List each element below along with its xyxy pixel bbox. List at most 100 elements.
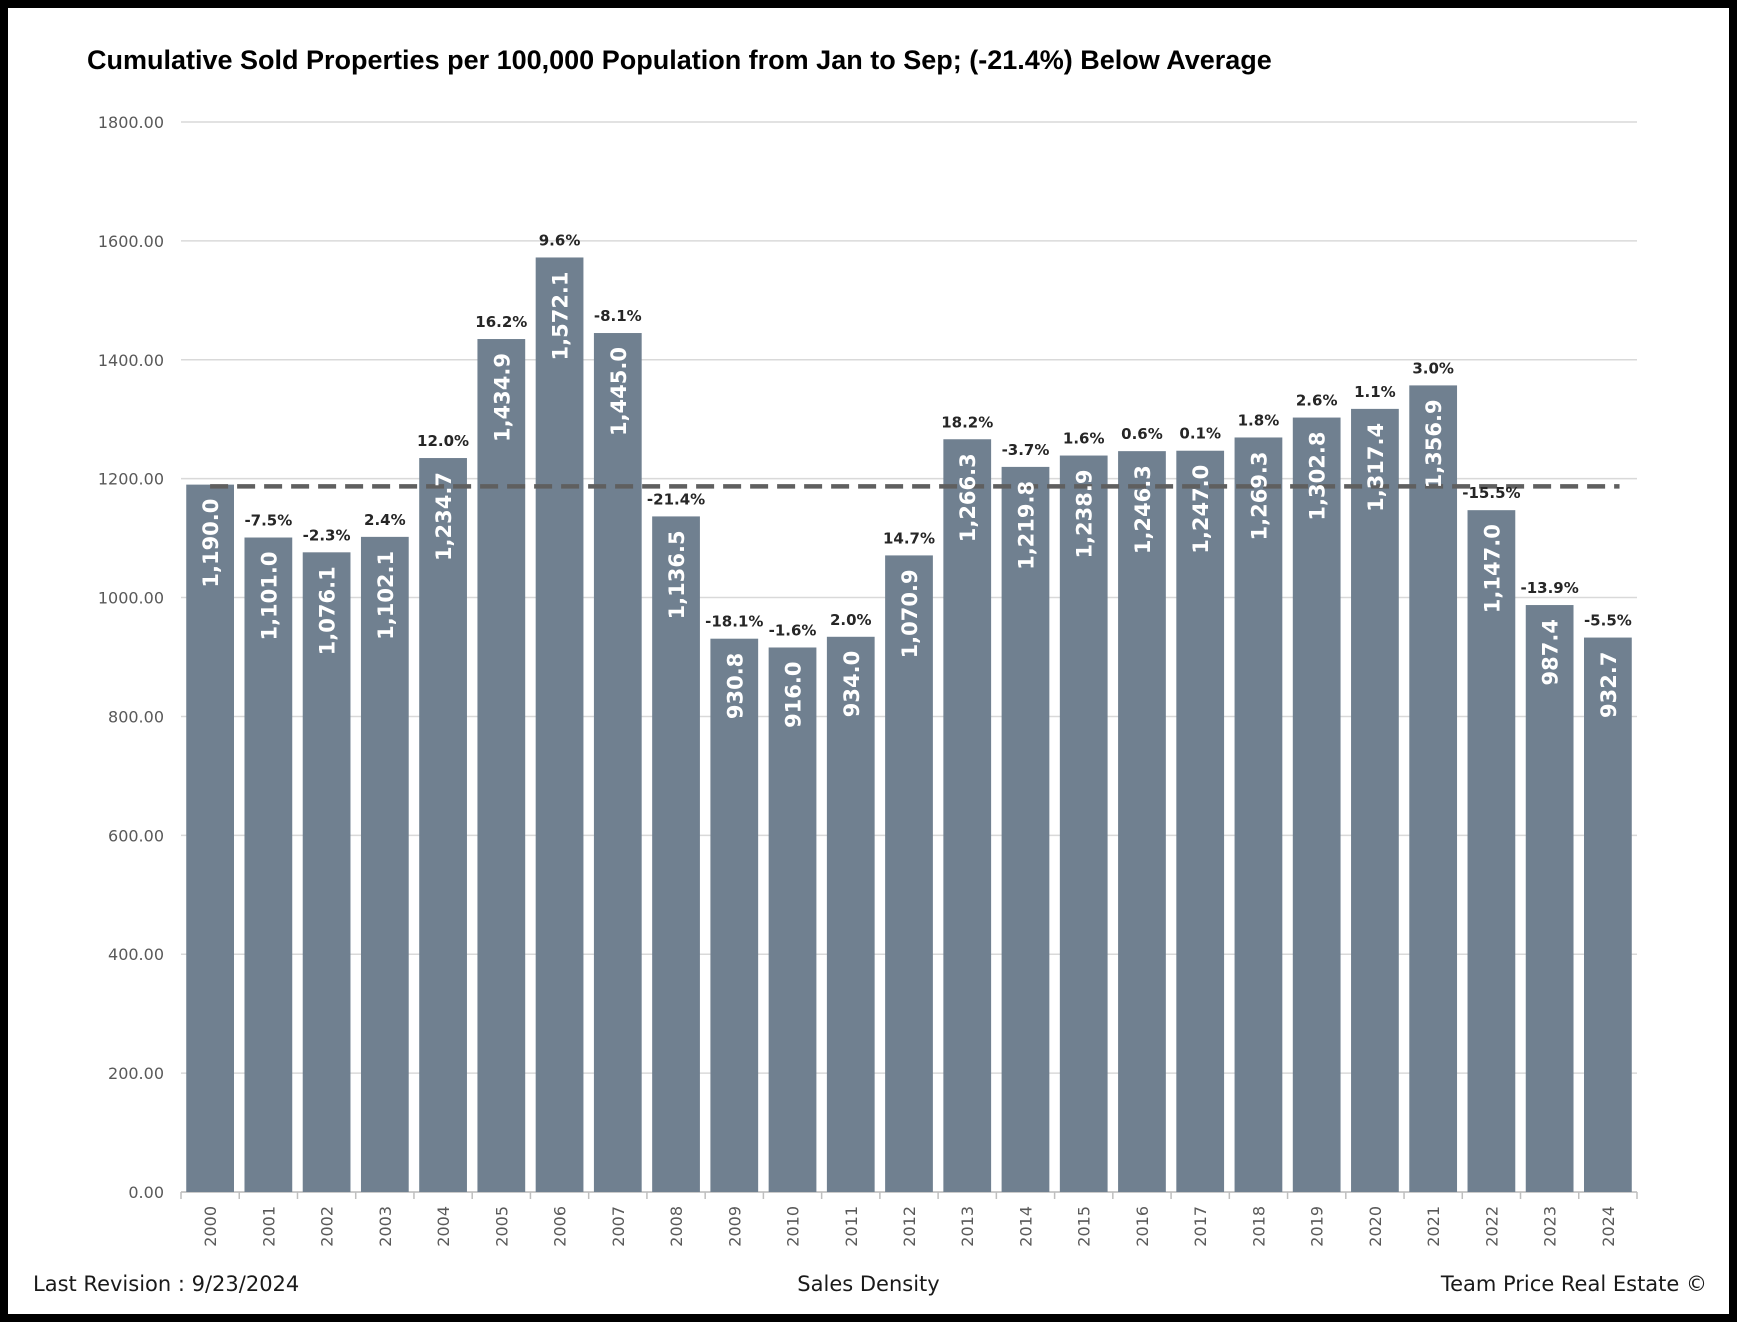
bar-value-label: 916.0 bbox=[782, 661, 806, 727]
x-tick-label: 2023 bbox=[1541, 1206, 1560, 1247]
change-label: -1.6% bbox=[769, 621, 817, 639]
revision-date: Last Revision : 9/23/2024 bbox=[33, 1272, 300, 1296]
bar bbox=[1001, 466, 1050, 1192]
x-tick-label: 2014 bbox=[1016, 1206, 1035, 1247]
y-tick-label: 1400.00 bbox=[98, 351, 164, 370]
bar-value-label: 1,101.0 bbox=[257, 552, 281, 641]
bar-value-label: 1,434.9 bbox=[490, 353, 514, 442]
change-label: 12.0% bbox=[417, 432, 469, 450]
bar bbox=[710, 638, 759, 1192]
y-tick-label: 800.00 bbox=[108, 707, 164, 726]
bar-value-label: 1,238.9 bbox=[1073, 470, 1097, 559]
bar-value-label: 1,317.4 bbox=[1364, 423, 1388, 512]
x-tick-label: 2003 bbox=[376, 1206, 395, 1247]
change-label: 2.6% bbox=[1296, 392, 1338, 410]
bar-value-label: 1,445.0 bbox=[607, 347, 631, 436]
bar bbox=[1467, 510, 1516, 1192]
bar bbox=[1059, 455, 1108, 1192]
x-axis-tick-labels: 2000 2001 2002 2003 2004 2005 2006 2007 2008 2009… bbox=[201, 1206, 1618, 1247]
x-tick-label: 2013 bbox=[958, 1206, 977, 1247]
x-tick-label: 2008 bbox=[667, 1206, 686, 1247]
bar bbox=[768, 647, 817, 1192]
y-tick-label: 1800.00 bbox=[98, 113, 164, 132]
bar bbox=[1409, 385, 1458, 1193]
x-tick-label: 2000 bbox=[201, 1206, 220, 1247]
y-tick-label: 400.00 bbox=[108, 945, 164, 964]
bar bbox=[186, 484, 234, 1193]
bar-value-label: 1,247.0 bbox=[1189, 465, 1213, 554]
bar bbox=[535, 257, 584, 1192]
bar-value-label: 1,070.9 bbox=[898, 569, 922, 658]
change-label: 0.1% bbox=[1179, 425, 1221, 443]
bar bbox=[1176, 450, 1225, 1192]
bar-value-label: 1,102.1 bbox=[374, 551, 398, 640]
bar-value-label: 1,246.3 bbox=[1131, 465, 1155, 554]
change-label: -8.1% bbox=[594, 307, 642, 325]
bar-value-label: 1,356.9 bbox=[1422, 399, 1446, 488]
bars bbox=[186, 257, 1632, 1193]
x-tick-label: 2021 bbox=[1424, 1206, 1443, 1247]
x-tick-label: 2019 bbox=[1308, 1206, 1327, 1247]
change-label: 2.0% bbox=[830, 611, 872, 629]
bar-value-label: 1,572.1 bbox=[549, 271, 573, 360]
bar bbox=[885, 555, 933, 1192]
y-axis-tick-labels: 0.00 200.00 400.00 600.00 800.00 1000.00 1200.… bbox=[98, 113, 164, 1202]
bar-value-label: 1,302.8 bbox=[1306, 432, 1330, 521]
bar-value-label: 1,234.7 bbox=[432, 472, 456, 561]
bar bbox=[477, 339, 526, 1192]
bar bbox=[244, 537, 293, 1192]
bar bbox=[943, 439, 992, 1192]
change-label: 14.7% bbox=[883, 529, 935, 547]
bar-value-label: 987.4 bbox=[1539, 619, 1563, 685]
x-tick-label: 2002 bbox=[318, 1206, 337, 1247]
bar-value-label: 930.8 bbox=[723, 653, 747, 719]
bar bbox=[593, 333, 642, 1192]
bar bbox=[652, 516, 700, 1192]
bar bbox=[1584, 637, 1632, 1192]
bar bbox=[1234, 437, 1283, 1192]
bar-value-label: 932.7 bbox=[1597, 652, 1621, 718]
bar bbox=[1118, 451, 1166, 1192]
change-label: -7.5% bbox=[244, 512, 292, 530]
x-tick-label: 2001 bbox=[259, 1206, 278, 1247]
x-tick-label: 2004 bbox=[434, 1206, 453, 1247]
change-label: -18.1% bbox=[705, 613, 763, 631]
bar bbox=[1292, 417, 1341, 1193]
change-label: 16.2% bbox=[475, 313, 527, 331]
x-tick-label: 2020 bbox=[1366, 1206, 1385, 1247]
data-labels: 1,190.0 1,101.0 -7.5% 1,076.1 -2.3% 1,102.1 2.… bbox=[199, 231, 1632, 727]
y-tick-label: 600.00 bbox=[108, 826, 164, 845]
bar-value-label: 1,219.8 bbox=[1014, 481, 1038, 570]
change-label: -21.4% bbox=[647, 490, 705, 508]
change-label: 2.4% bbox=[364, 511, 406, 529]
change-label: 18.2% bbox=[941, 413, 993, 431]
chart-title: Cumulative Sold Properties per 100,000 P… bbox=[87, 45, 1272, 75]
bar-value-label: 1,190.0 bbox=[199, 499, 223, 588]
bar-value-label: 1,266.3 bbox=[956, 453, 980, 542]
bar-value-label: 1,147.0 bbox=[1480, 524, 1504, 613]
change-label: 1.1% bbox=[1354, 383, 1396, 401]
y-tick-label: 1600.00 bbox=[98, 232, 164, 251]
change-label: -5.5% bbox=[1584, 612, 1632, 630]
x-tick-label: 2009 bbox=[725, 1206, 744, 1247]
x-tick-label: 2017 bbox=[1191, 1206, 1210, 1247]
x-tick-label: 2010 bbox=[784, 1206, 803, 1247]
change-label: -13.9% bbox=[1521, 579, 1579, 597]
bar bbox=[302, 552, 351, 1192]
x-tick-label: 2024 bbox=[1599, 1206, 1618, 1247]
bar bbox=[1351, 408, 1399, 1192]
x-tick-label: 2022 bbox=[1482, 1206, 1501, 1247]
copyright-credit: Team Price Real Estate © bbox=[1440, 1272, 1707, 1296]
footer-caption: Sales Density bbox=[797, 1272, 940, 1296]
y-tick-label: 1200.00 bbox=[98, 470, 164, 489]
x-tick-label: 2005 bbox=[492, 1206, 511, 1247]
x-tick-label: 2012 bbox=[900, 1206, 919, 1247]
bar-value-label: 1,076.1 bbox=[316, 566, 340, 655]
change-label: 3.0% bbox=[1412, 359, 1454, 377]
change-label: 1.6% bbox=[1063, 430, 1105, 448]
bar-value-label: 1,136.5 bbox=[665, 530, 689, 619]
x-tick-label: 2018 bbox=[1249, 1206, 1268, 1247]
x-tick-label: 2015 bbox=[1075, 1206, 1094, 1247]
bar bbox=[1525, 605, 1574, 1192]
